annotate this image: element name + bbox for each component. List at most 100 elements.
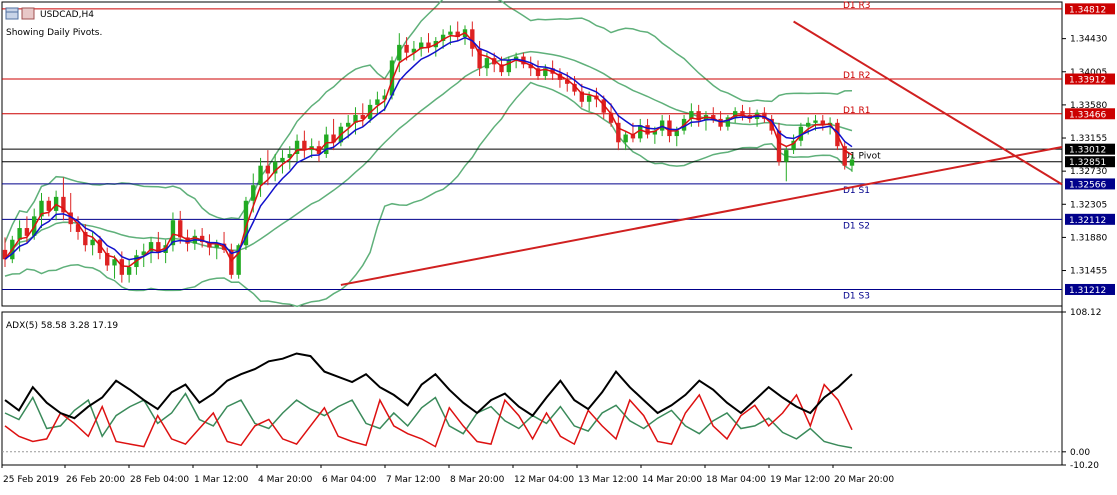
price-tick-label: 1.34430 — [1070, 35, 1107, 45]
time-tick-label: 8 Mar 20:00 — [450, 475, 505, 485]
price-tick-label: 1.31880 — [1070, 233, 1107, 243]
candle-body — [630, 134, 636, 139]
adx-tick-label: -10.20 — [1070, 461, 1099, 471]
candle-body — [579, 91, 585, 102]
candle-body — [46, 200, 52, 211]
pivot-line-label: D1 Pivot — [843, 152, 881, 162]
candle-body — [842, 146, 847, 166]
price-frame — [1, 1, 1063, 307]
current-price-tag-label: 1.33012 — [1069, 146, 1106, 156]
candle-body — [126, 267, 132, 275]
candle-body — [572, 83, 577, 92]
candle-body — [375, 99, 380, 105]
candle-body — [623, 134, 628, 143]
candle-body — [638, 125, 643, 139]
pivot-line-label: D1 R1 — [843, 106, 871, 116]
candle-body — [535, 68, 541, 77]
candle-body — [265, 165, 271, 174]
candle-body — [440, 34, 446, 41]
candle-body — [411, 48, 417, 53]
candle-body — [652, 130, 658, 135]
fast-ma-line — [4, 31, 853, 268]
time-tick-label: 6 Mar 04:00 — [322, 475, 377, 485]
candle-body — [61, 196, 66, 213]
pivot-line-label: D1 R3 — [843, 1, 871, 11]
candle-body — [382, 95, 387, 100]
candle-body — [798, 126, 804, 141]
price-panel[interactable]: 1.34430 1.34005 1.33580 1.33155 1.32730 1.323… — [1, 0, 1115, 465]
candle-body — [17, 228, 22, 240]
pivot-price-tag-label: 1.32851 — [1069, 158, 1106, 168]
chart-header: USDCAD,H4 Showing Daily Pivots. ADX(5) 5… — [5, 7, 118, 331]
candle-body — [280, 157, 285, 162]
candle-body — [83, 231, 88, 246]
candle-body — [448, 31, 453, 35]
candle-body — [75, 224, 81, 232]
candle-body — [404, 44, 409, 53]
candle-body — [608, 112, 614, 123]
candle-body — [214, 243, 219, 248]
candle-body — [499, 64, 504, 73]
candle-body — [24, 228, 30, 236]
pivot-price-tag-label: 1.34812 — [1069, 5, 1106, 15]
candle-body — [258, 165, 263, 186]
candle-body — [696, 111, 701, 121]
pivot-note: Showing Daily Pivots. — [6, 28, 102, 38]
candle-body — [178, 220, 183, 238]
candle-body — [170, 220, 176, 246]
time-tick-label: 20 Mar 20:00 — [834, 475, 894, 485]
candle-body — [90, 239, 95, 246]
pivot-price-tag — [1065, 283, 1115, 295]
bollinger-upper-line — [4, 0, 853, 243]
pivot-price-tag-label: 1.32566 — [1069, 180, 1106, 190]
time-tick-label: 12 Mar 04:00 — [514, 475, 574, 485]
candle-body — [39, 200, 44, 217]
candle-body — [419, 42, 424, 49]
symbol-flag-icon — [21, 7, 35, 20]
candle-body — [565, 79, 570, 84]
candle-body — [156, 242, 161, 253]
adx-label: ADX(5) 58.58 3.28 17.19 — [6, 321, 118, 331]
pivot-line-label: D1 S2 — [843, 221, 870, 231]
candle-body — [397, 44, 402, 61]
candle-body — [207, 242, 212, 248]
candle-body — [287, 154, 292, 158]
candle-body — [506, 60, 512, 73]
candle-body — [470, 29, 475, 49]
candle-body — [272, 161, 278, 174]
candle-body — [455, 31, 460, 38]
candle-body — [711, 115, 716, 119]
candle-body — [199, 235, 205, 243]
trendline[interactable] — [793, 20, 1063, 186]
time-tick-label: 18 Mar 04:00 — [706, 475, 766, 485]
pivot-price-tag-label: 1.32112 — [1069, 216, 1106, 226]
candle-body — [776, 130, 782, 162]
candle-body — [345, 122, 351, 127]
candle-body — [762, 112, 767, 119]
price-tick-label: 1.33155 — [1070, 134, 1107, 144]
candle-body — [68, 212, 73, 225]
price-tick-label: 1.32730 — [1070, 167, 1107, 177]
trendline[interactable] — [340, 146, 1063, 286]
candle-body — [141, 251, 146, 256]
candle-body — [302, 140, 307, 151]
pivot-price-tag — [1065, 108, 1115, 120]
candle-body — [105, 252, 110, 266]
time-tick-label: 26 Feb 20:00 — [66, 475, 125, 485]
adx-panel[interactable]: 25 Feb 2019 26 Feb 20:00 28 Feb 04:00 1 Mar… — [1, 308, 1102, 485]
candle-body — [2, 249, 8, 260]
time-tick-label: 13 Mar 12:00 — [578, 475, 638, 485]
candle-body — [784, 150, 789, 162]
candle-body — [849, 159, 855, 166]
candle-body — [163, 245, 168, 253]
pivot-price-tag-label: 1.33466 — [1069, 110, 1106, 120]
adx-main-line — [4, 352, 853, 420]
time-tick-label: 19 Mar 12:00 — [770, 475, 830, 485]
candle-body — [360, 115, 365, 119]
di-plus-line — [4, 392, 853, 449]
pivot-price-tag — [1065, 178, 1115, 190]
candle-body — [586, 95, 592, 102]
time-tick-label: 1 Mar 12:00 — [194, 475, 249, 485]
candle-body — [185, 237, 190, 244]
